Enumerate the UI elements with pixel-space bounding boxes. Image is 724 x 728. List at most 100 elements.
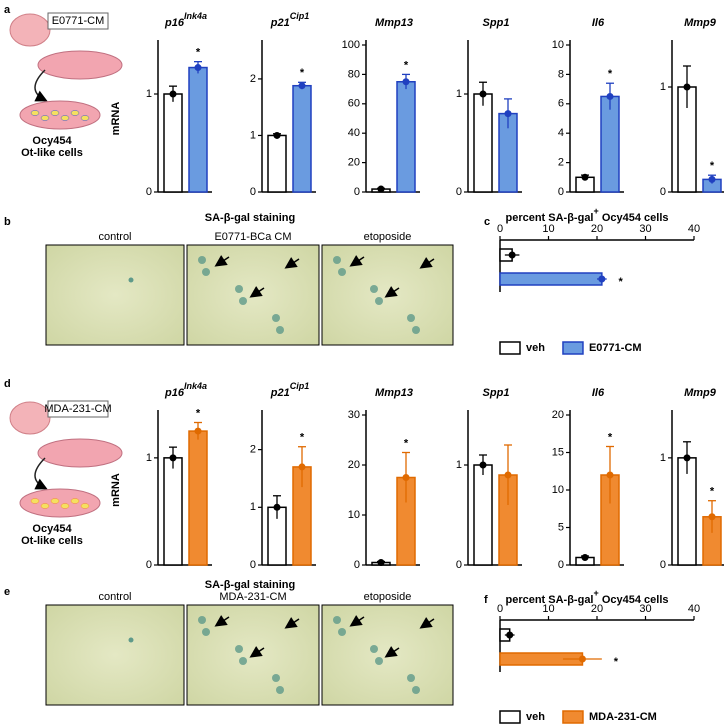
stained-cell (272, 314, 280, 322)
x-tick-label: 40 (688, 223, 700, 235)
cell (40, 115, 50, 121)
y-tick-label: 0 (660, 559, 666, 571)
y-tick-label: 10 (552, 484, 564, 496)
title-sup: + (594, 588, 599, 598)
significance: * (710, 160, 715, 172)
point (194, 64, 202, 72)
x-tick-label: 10 (542, 603, 554, 615)
significance: * (619, 276, 624, 288)
y-tick-label: 80 (348, 68, 360, 80)
x-tick-label: 20 (591, 223, 603, 235)
point (194, 427, 202, 435)
arrow (284, 617, 300, 629)
legend-swatch (562, 341, 584, 355)
stained-cell (412, 686, 420, 694)
arrow (249, 646, 265, 658)
schematic-label: MDA-231-CM (44, 403, 111, 415)
point (606, 92, 614, 100)
image-label: MDA-231-CM (219, 591, 286, 603)
stained-cell (407, 314, 415, 322)
x-tick-label: 30 (639, 223, 651, 235)
arrow (419, 257, 435, 269)
arrow (349, 255, 365, 267)
chart-title: p16Ink4a (164, 381, 207, 399)
y-tick-label: 10 (348, 509, 360, 521)
y-tick-label: 1 (660, 81, 666, 93)
bar (473, 464, 493, 566)
cell (70, 498, 80, 504)
cell (60, 503, 70, 509)
stained-cell (375, 297, 383, 305)
micrograph (45, 244, 185, 346)
title-text: Mmp9 (684, 17, 717, 29)
micrograph-title: SA-β-gal staining (205, 212, 295, 224)
y-tick-label: 2 (250, 73, 256, 85)
chart-title: Mmp9 (684, 17, 717, 29)
title-text: Ocy454 cells (599, 594, 669, 606)
stained-cell (202, 268, 210, 276)
arrow (384, 646, 400, 658)
title-text: Spp1 (483, 387, 510, 399)
y-tick-label: 0 (146, 559, 152, 571)
title-sup: Ink4a (184, 11, 207, 21)
point (581, 554, 589, 561)
chart-title: Spp1 (483, 387, 510, 399)
point (479, 90, 487, 98)
legend-swatch (562, 710, 584, 724)
image-label: etoposide (364, 591, 412, 603)
stained-cell (272, 674, 280, 682)
image-label: control (98, 231, 131, 243)
arrow (349, 615, 365, 627)
point (298, 463, 306, 471)
x-tick-label: 10 (542, 223, 554, 235)
bar (292, 84, 312, 193)
y-tick-label: 0 (660, 186, 666, 198)
cell (50, 110, 60, 116)
y-tick-label: 0 (354, 186, 360, 198)
legend-label: MDA-231-CM (589, 711, 657, 723)
panel-label: e (4, 586, 10, 598)
y-tick-label: 0 (456, 186, 462, 198)
stained-cell (198, 616, 206, 624)
stained-cell (338, 628, 346, 636)
chart-title: p21Cip1 (270, 381, 309, 399)
panel-label: c (484, 216, 490, 228)
point (169, 90, 177, 98)
stained-cell (235, 285, 243, 293)
label-box (47, 400, 109, 418)
title-text: Mmp13 (375, 387, 413, 399)
x-tick-label: 30 (639, 603, 651, 615)
title-sup: Cip1 (290, 11, 310, 21)
legend-label: E0771-CM (589, 342, 642, 354)
point (683, 83, 691, 91)
point (708, 175, 716, 183)
x-tick-label: 0 (497, 223, 503, 235)
y-tick-label: 0 (146, 186, 152, 198)
y-tick-label: 1 (456, 88, 462, 100)
stained-cell (202, 628, 210, 636)
bar (163, 93, 183, 193)
stained-cell (338, 268, 346, 276)
significance: * (300, 432, 305, 444)
stained-cell (239, 657, 247, 665)
x-tick-label: 40 (688, 603, 700, 615)
stained-cell (370, 285, 378, 293)
dish (19, 100, 101, 130)
panel-label: a (4, 4, 11, 16)
dish (19, 488, 101, 518)
stained-cell (128, 277, 134, 283)
stained-cell (407, 674, 415, 682)
legend-swatch (499, 341, 521, 355)
bar (473, 93, 493, 193)
point (377, 185, 385, 193)
y-tick-label: 1 (660, 452, 666, 464)
y-tick-label: 0 (250, 186, 256, 198)
panel-label: f (484, 594, 488, 606)
y-tick-label: 0 (354, 559, 360, 571)
point (683, 454, 691, 462)
point (402, 78, 410, 86)
point (578, 655, 586, 663)
y-tick-label: 0 (558, 559, 564, 571)
point (708, 513, 716, 521)
arrow (384, 286, 400, 298)
